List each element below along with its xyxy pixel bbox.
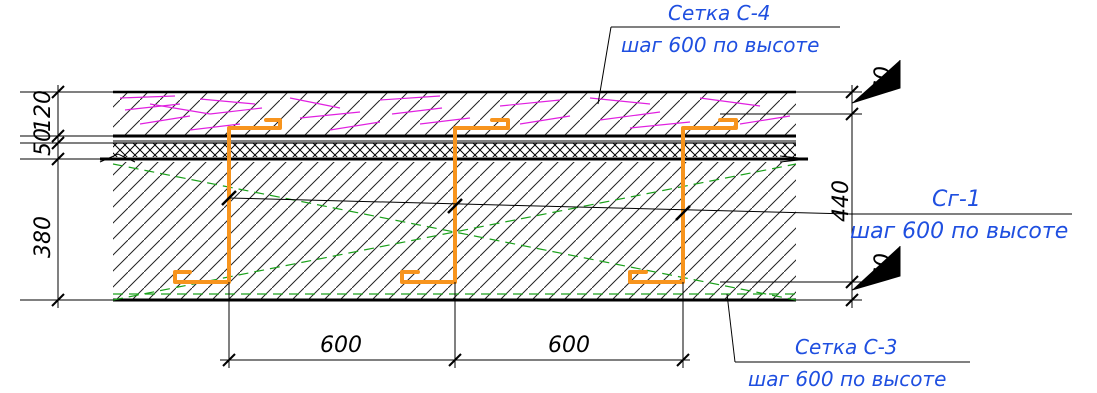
dim-label-380: 380: [31, 216, 56, 258]
dim-label-60-bottom: 60: [871, 253, 896, 281]
label-connector-name: Сг-1: [932, 187, 981, 212]
left-dimension: [20, 85, 113, 308]
label-mesh-c4-note: шаг 600 по высоте: [621, 33, 819, 57]
label-mesh-c3-note: шаг 600 по высоте: [748, 367, 946, 391]
label-connector-note: шаг 600 по высоте: [850, 219, 1068, 244]
label-mesh-c3-name: Сетка С-3: [795, 335, 898, 359]
dim-label-50: 50: [31, 128, 56, 156]
leader-mesh-c3: [726, 293, 970, 363]
dim-label-60-top: 60: [871, 66, 896, 94]
dim-label-120: 120: [31, 90, 56, 132]
dim-label-600-left: 600: [320, 333, 362, 358]
dim-label-600-right: 600: [548, 333, 590, 358]
dim-label-440: 440: [829, 180, 854, 222]
bottom-dimension: [220, 282, 690, 368]
connector-3: [628, 118, 738, 284]
connector-2: [400, 118, 510, 284]
connectors: [173, 118, 738, 284]
leader-mesh-c4: [597, 26, 840, 105]
label-mesh-c4-name: Сетка С-4: [668, 1, 771, 25]
right-dimension: [720, 60, 901, 308]
connector-1: [173, 118, 282, 284]
leader-connector-cg1: [228, 197, 1072, 215]
